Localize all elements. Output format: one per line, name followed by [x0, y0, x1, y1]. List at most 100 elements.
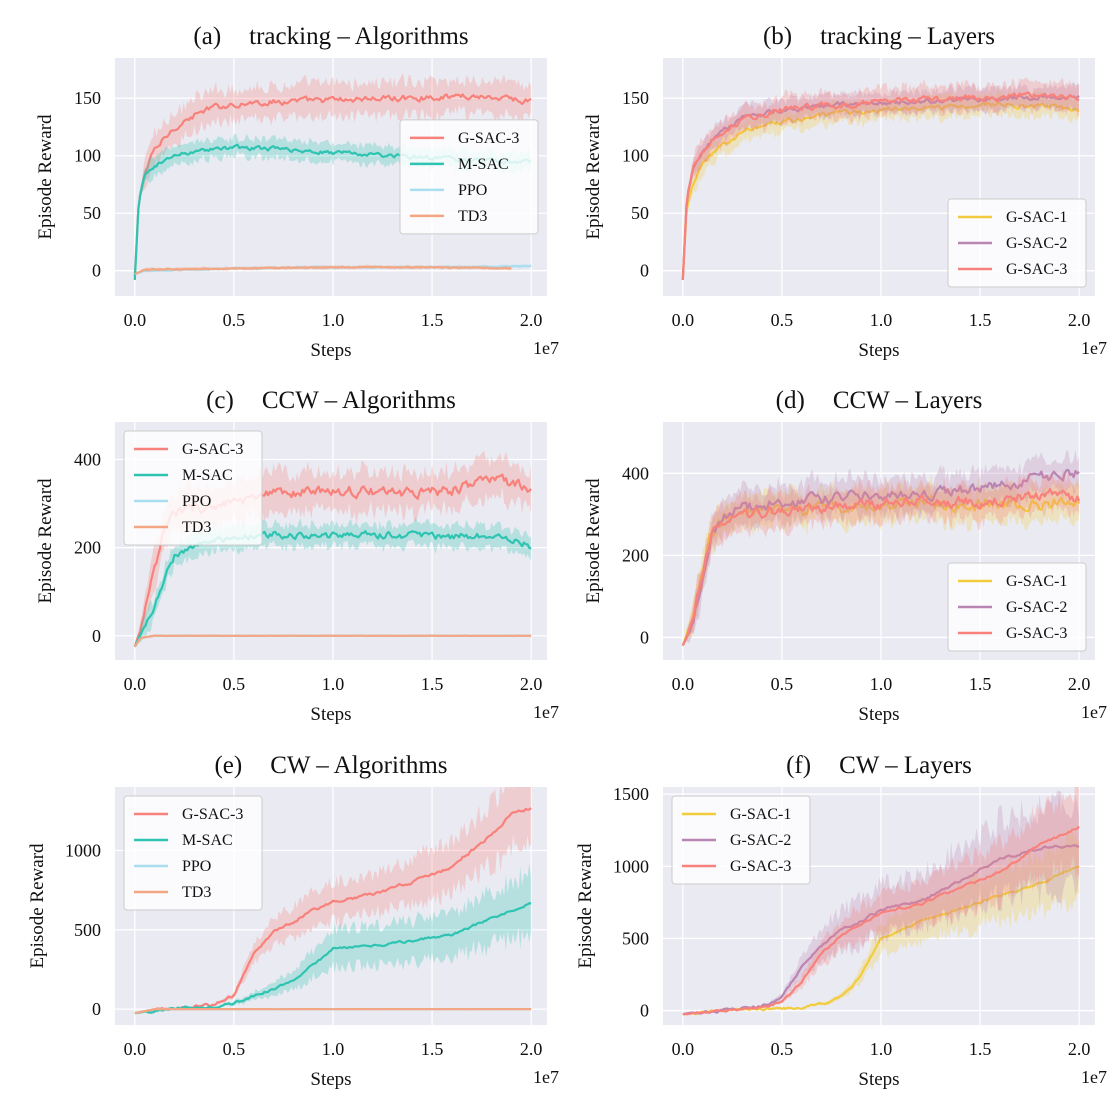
y-tick-label: 200	[74, 538, 101, 558]
chart-title-text: CW – Algorithms	[270, 752, 447, 779]
chart-title: (e) CW – Algorithms	[214, 752, 447, 779]
x-tick-label: 0.0	[672, 1039, 695, 1059]
x-tick-label: 2.0	[1068, 674, 1091, 694]
legend: G-SAC-3 M-SAC PPO TD3	[123, 430, 263, 546]
x-tick-label: 0.5	[223, 1039, 246, 1059]
chart-a: 0.0 0.5 1.0 1.5 2.0 0 50 100 150 1e7 Steps Episode …	[35, 23, 559, 361]
x-tick-label: 1.0	[322, 310, 345, 330]
x-exponent: 1e7	[533, 702, 559, 722]
legend-box	[947, 562, 1087, 652]
chart-title: (d) CCW – Layers	[776, 387, 983, 414]
legend-label-g-sac-3: G-SAC-3	[730, 858, 791, 875]
legend: G-SAC-1 G-SAC-2 G-SAC-3	[671, 795, 811, 885]
x-tick-label: 2.0	[520, 310, 543, 330]
series-group	[133, 73, 532, 280]
chart-title: (b) tracking – Layers	[763, 23, 995, 50]
series-group	[682, 787, 1080, 1016]
y-axis-label: Episode Reward	[575, 843, 596, 969]
band-g-sac-1	[682, 827, 1080, 1015]
x-exponent: 1e7	[1081, 702, 1107, 722]
line-m-sac	[134, 902, 532, 1015]
x-exponent: 1e7	[533, 338, 559, 358]
x-tick-label: 0.0	[672, 674, 695, 694]
chart-title-text: tracking – Algorithms	[249, 23, 468, 50]
legend-label-m-sac: M-SAC	[182, 467, 233, 484]
x-tick-label: 1.0	[870, 674, 893, 694]
x-axis-label: Steps	[858, 1069, 899, 1090]
y-tick-label: 0	[640, 261, 649, 281]
x-axis-label: Steps	[310, 340, 351, 361]
y-tick-label: 100	[622, 146, 649, 166]
x-tick-label: 0.5	[771, 674, 794, 694]
x-exponent: 1e7	[533, 1067, 559, 1087]
chart-f: 0.0 0.5 1.0 1.5 2.0 0 500 1000 1500 1e7 Steps Episo…	[575, 752, 1107, 1090]
chart-c: 0.0 0.5 1.0 1.5 2.0 0 200 400 1e7 Steps Episode Re…	[35, 387, 559, 725]
x-tick-label: 1.5	[969, 674, 992, 694]
chart-letter: (f)	[786, 752, 811, 779]
x-tick-label: 0.5	[771, 1039, 794, 1059]
band-g-sac-2	[682, 449, 1080, 646]
legend-label-g-sac-3: G-SAC-3	[1006, 625, 1067, 642]
legend-label-g-sac-2: G-SAC-2	[730, 832, 791, 849]
x-axis-label: Steps	[310, 704, 351, 725]
y-tick-label: 1000	[65, 840, 101, 860]
legend-label-ppo: PPO	[458, 182, 487, 199]
x-tick-label: 0.0	[672, 310, 695, 330]
y-tick-label: 50	[631, 203, 649, 223]
y-tick-label: 150	[74, 88, 101, 108]
x-axis-label: Steps	[310, 1069, 351, 1090]
legend: G-SAC-3 M-SAC PPO TD3	[123, 795, 263, 911]
y-axis-label: Episode Reward	[583, 478, 604, 604]
band-g-sac-1	[682, 88, 1080, 280]
legend-box	[399, 119, 539, 235]
chart-b: 0.0 0.5 1.0 1.5 2.0 0 50 100 150 1e7 Steps Episode …	[583, 23, 1107, 361]
y-axis-label: Episode Reward	[27, 843, 48, 969]
chart-title-text: CCW – Algorithms	[262, 387, 456, 414]
x-tick-label: 0.5	[223, 310, 246, 330]
chart-letter: (a)	[193, 23, 221, 50]
x-tick-label: 0.0	[124, 310, 147, 330]
x-tick-label: 2.0	[520, 1039, 543, 1059]
x-tick-label: 1.0	[870, 1039, 893, 1059]
y-tick-label: 100	[74, 146, 101, 166]
legend-label-ppo: PPO	[182, 493, 211, 510]
x-exponent: 1e7	[1081, 1067, 1107, 1087]
legend: G-SAC-1 G-SAC-2 G-SAC-3	[947, 198, 1087, 288]
legend-label-td3: TD3	[458, 208, 487, 225]
chart-title: (c) CCW – Algorithms	[206, 387, 456, 414]
chart-d: 0.0 0.5 1.0 1.5 2.0 0 200 400 1e7 Steps Episode Re…	[583, 387, 1107, 725]
legend: G-SAC-1 G-SAC-2 G-SAC-3	[947, 562, 1087, 652]
chart-letter: (e)	[214, 752, 242, 779]
x-tick-label: 2.0	[1068, 310, 1091, 330]
y-tick-label: 0	[640, 627, 649, 647]
y-axis-label: Episode Reward	[35, 478, 56, 604]
chart-title-text: CCW – Layers	[833, 387, 983, 414]
legend-label-td3: TD3	[182, 884, 211, 901]
chart-title-text: tracking – Layers	[820, 23, 995, 50]
y-tick-label: 400	[622, 463, 649, 483]
x-tick-label: 0.0	[124, 1039, 147, 1059]
x-tick-label: 1.5	[969, 1039, 992, 1059]
x-tick-label: 1.0	[322, 674, 345, 694]
legend-label-g-sac-2: G-SAC-2	[1006, 599, 1067, 616]
y-tick-label: 0	[92, 999, 101, 1019]
series-group	[681, 449, 1081, 647]
line-g-sac-1	[681, 101, 1080, 280]
y-tick-label: 50	[83, 203, 101, 223]
line-g-sac-3	[682, 825, 1080, 1016]
x-axis-label: Steps	[858, 340, 899, 361]
legend-label-ppo: PPO	[182, 858, 211, 875]
band-g-sac-1	[682, 473, 1080, 646]
y-tick-label: 200	[622, 545, 649, 565]
y-tick-label: 1500	[613, 784, 649, 804]
line-g-sac-3	[134, 807, 532, 1015]
x-tick-label: 0.0	[124, 674, 147, 694]
legend-label-g-sac-1: G-SAC-1	[1006, 573, 1067, 590]
y-axis-label: Episode Reward	[583, 114, 604, 240]
line-g-sac-3	[681, 488, 1081, 647]
legend-label-g-sac-2: G-SAC-2	[1006, 235, 1067, 252]
chart-title: (a) tracking – Algorithms	[193, 23, 468, 50]
y-tick-label: 150	[622, 88, 649, 108]
line-g-sac-1	[682, 865, 1080, 1016]
line-td3	[134, 265, 512, 276]
